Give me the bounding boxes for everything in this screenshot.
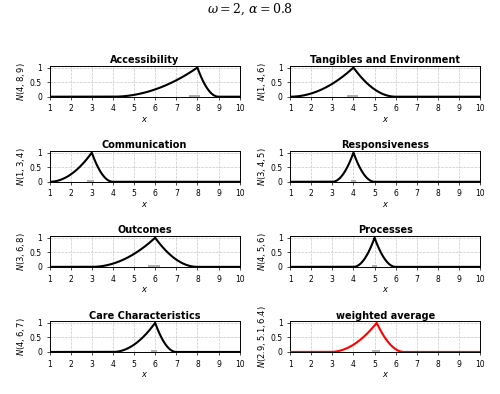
Title: Communication: Communication — [102, 140, 188, 151]
Bar — [372, 350, 380, 352]
Y-axis label: $N(2.9,5.1,6.4)$: $N(2.9,5.1,6.4)$ — [256, 305, 268, 368]
Y-axis label: $N(4,6,7)$: $N(4,6,7)$ — [15, 317, 27, 356]
Title: Care Characteristics: Care Characteristics — [89, 310, 200, 321]
X-axis label: $x$: $x$ — [382, 285, 389, 294]
Y-axis label: $N(1,4,6)$: $N(1,4,6)$ — [256, 62, 268, 101]
X-axis label: $x$: $x$ — [141, 115, 148, 124]
Bar — [148, 265, 160, 267]
Title: Tangibles and Environment: Tangibles and Environment — [310, 55, 460, 65]
X-axis label: $x$: $x$ — [141, 370, 148, 379]
Title: Responsiveness: Responsiveness — [341, 140, 429, 151]
Text: $\omega = 2,\, \alpha = 0.8$: $\omega = 2,\, \alpha = 0.8$ — [207, 2, 293, 17]
Title: Accessibility: Accessibility — [110, 55, 179, 65]
Y-axis label: $N(4,5,6)$: $N(4,5,6)$ — [256, 232, 268, 271]
Y-axis label: $N(3,4,5)$: $N(3,4,5)$ — [256, 147, 268, 186]
X-axis label: $x$: $x$ — [382, 115, 389, 124]
Title: Outcomes: Outcomes — [118, 225, 172, 236]
Bar — [347, 95, 358, 97]
Bar — [150, 350, 158, 352]
Bar — [88, 180, 94, 182]
Title: weighted average: weighted average — [336, 310, 435, 321]
Title: Processes: Processes — [358, 225, 412, 236]
Bar — [352, 180, 356, 182]
X-axis label: $x$: $x$ — [382, 200, 389, 209]
Y-axis label: $N(4,8,9)$: $N(4,8,9)$ — [15, 62, 27, 101]
Bar — [188, 95, 200, 97]
Bar — [372, 265, 377, 267]
X-axis label: $x$: $x$ — [382, 370, 389, 379]
Y-axis label: $N(3,6,8)$: $N(3,6,8)$ — [15, 232, 27, 271]
X-axis label: $x$: $x$ — [141, 200, 148, 209]
X-axis label: $x$: $x$ — [141, 285, 148, 294]
Y-axis label: $N(1,3,4)$: $N(1,3,4)$ — [15, 147, 27, 186]
